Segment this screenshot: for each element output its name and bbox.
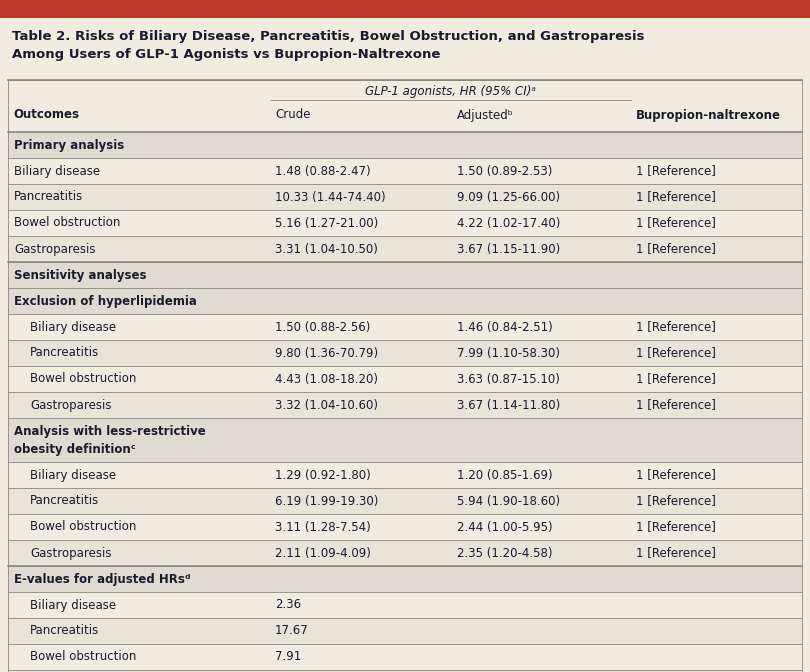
Text: E-values for adjusted HRsᵈ: E-values for adjusted HRsᵈ [14, 573, 190, 585]
Text: 17.67: 17.67 [275, 624, 309, 638]
Text: 1 [Reference]: 1 [Reference] [636, 495, 716, 507]
Text: Primary analysis: Primary analysis [14, 138, 124, 151]
Text: Pancreatitis: Pancreatitis [30, 495, 100, 507]
Text: 1 [Reference]: 1 [Reference] [636, 347, 716, 360]
Text: Bupropion-naltrexone: Bupropion-naltrexone [636, 108, 781, 122]
Text: 10.33 (1.44-74.40): 10.33 (1.44-74.40) [275, 190, 386, 204]
Text: 1 [Reference]: 1 [Reference] [636, 243, 716, 255]
Bar [8, 592, 802, 618]
Text: 1.46 (0.84-2.51): 1.46 (0.84-2.51) [457, 321, 552, 333]
Bar [8, 132, 802, 158]
Text: Biliary disease: Biliary disease [30, 468, 116, 482]
Text: Biliary disease: Biliary disease [30, 599, 116, 612]
Text: Biliary disease: Biliary disease [14, 165, 100, 177]
Text: 4.22 (1.02-17.40): 4.22 (1.02-17.40) [457, 216, 561, 230]
Bar [8, 210, 802, 236]
Text: obesity definitionᶜ: obesity definitionᶜ [14, 442, 135, 456]
Bar [8, 566, 802, 592]
Text: 1.29 (0.92-1.80): 1.29 (0.92-1.80) [275, 468, 371, 482]
Text: 3.32 (1.04-10.60): 3.32 (1.04-10.60) [275, 398, 378, 411]
Text: Pancreatitis: Pancreatitis [30, 347, 100, 360]
Text: Sensitivity analyses: Sensitivity analyses [14, 269, 147, 282]
Text: 6.19 (1.99-19.30): 6.19 (1.99-19.30) [275, 495, 378, 507]
Text: Bowel obstruction: Bowel obstruction [14, 216, 121, 230]
Text: 1 [Reference]: 1 [Reference] [636, 521, 716, 534]
Text: 1 [Reference]: 1 [Reference] [636, 398, 716, 411]
Text: 1.20 (0.85-1.69): 1.20 (0.85-1.69) [457, 468, 552, 482]
Text: Exclusion of hyperlipidemia: Exclusion of hyperlipidemia [14, 294, 197, 308]
Bar [8, 418, 802, 462]
Text: 1.50 (0.89-2.53): 1.50 (0.89-2.53) [457, 165, 552, 177]
Text: 1 [Reference]: 1 [Reference] [636, 190, 716, 204]
Bar [8, 366, 802, 392]
Bar [8, 184, 802, 210]
Text: 2.35 (1.20-4.58): 2.35 (1.20-4.58) [457, 546, 552, 560]
Text: Analysis with less-restrictive: Analysis with less-restrictive [14, 425, 206, 437]
Text: 5.16 (1.27-21.00): 5.16 (1.27-21.00) [275, 216, 378, 230]
Text: 4.43 (1.08-18.20): 4.43 (1.08-18.20) [275, 372, 378, 386]
Bar [8, 462, 802, 488]
Bar [8, 158, 802, 184]
Text: 3.67 (1.15-11.90): 3.67 (1.15-11.90) [457, 243, 561, 255]
Text: 3.11 (1.28-7.54): 3.11 (1.28-7.54) [275, 521, 371, 534]
Bar [8, 314, 802, 340]
Bar [8, 540, 802, 566]
Text: Table 2. Risks of Biliary Disease, Pancreatitis, Bowel Obstruction, and Gastropa: Table 2. Risks of Biliary Disease, Pancr… [12, 30, 645, 43]
Bar [8, 392, 802, 418]
Bar [8, 340, 802, 366]
Text: 1 [Reference]: 1 [Reference] [636, 216, 716, 230]
Text: 1 [Reference]: 1 [Reference] [636, 321, 716, 333]
Text: 2.44 (1.00-5.95): 2.44 (1.00-5.95) [457, 521, 552, 534]
Text: Bowel obstruction: Bowel obstruction [30, 650, 136, 663]
Text: 1 [Reference]: 1 [Reference] [636, 546, 716, 560]
Text: Gastroparesis: Gastroparesis [30, 546, 112, 560]
Text: Outcomes: Outcomes [13, 108, 79, 122]
Text: 3.31 (1.04-10.50): 3.31 (1.04-10.50) [275, 243, 378, 255]
Text: 3.67 (1.14-11.80): 3.67 (1.14-11.80) [457, 398, 561, 411]
Bar [8, 514, 802, 540]
Text: 7.99 (1.10-58.30): 7.99 (1.10-58.30) [457, 347, 560, 360]
Text: Gastroparesis: Gastroparesis [14, 243, 96, 255]
Bar [8, 236, 802, 262]
Bar [0, 0, 810, 18]
Text: 5.94 (1.90-18.60): 5.94 (1.90-18.60) [457, 495, 561, 507]
Text: 1.48 (0.88-2.47): 1.48 (0.88-2.47) [275, 165, 371, 177]
Text: Crude: Crude [275, 108, 310, 122]
Text: 9.09 (1.25-66.00): 9.09 (1.25-66.00) [457, 190, 561, 204]
Text: Bowel obstruction: Bowel obstruction [30, 372, 136, 386]
Text: 3.63 (0.87-15.10): 3.63 (0.87-15.10) [457, 372, 560, 386]
Bar [8, 644, 802, 670]
Bar [8, 262, 802, 288]
Bar [8, 80, 802, 132]
Text: 9.80 (1.36-70.79): 9.80 (1.36-70.79) [275, 347, 378, 360]
Text: 1.50 (0.88-2.56): 1.50 (0.88-2.56) [275, 321, 370, 333]
Text: Bowel obstruction: Bowel obstruction [30, 521, 136, 534]
Text: 2.36: 2.36 [275, 599, 301, 612]
Text: 1 [Reference]: 1 [Reference] [636, 468, 716, 482]
Text: Adjustedᵇ: Adjustedᵇ [457, 108, 514, 122]
Bar [0, 18, 810, 80]
Text: 1 [Reference]: 1 [Reference] [636, 372, 716, 386]
Text: 2.11 (1.09-4.09): 2.11 (1.09-4.09) [275, 546, 371, 560]
Text: 7.91: 7.91 [275, 650, 301, 663]
Text: Among Users of GLP-1 Agonists vs Bupropion-Naltrexone: Among Users of GLP-1 Agonists vs Bupropi… [12, 48, 441, 61]
Bar [8, 670, 802, 672]
Bar [8, 618, 802, 644]
Bar [8, 488, 802, 514]
Text: 1 [Reference]: 1 [Reference] [636, 165, 716, 177]
Text: Gastroparesis: Gastroparesis [30, 398, 112, 411]
Text: Pancreatitis: Pancreatitis [14, 190, 83, 204]
Text: Pancreatitis: Pancreatitis [30, 624, 100, 638]
Text: Biliary disease: Biliary disease [30, 321, 116, 333]
Bar [8, 288, 802, 314]
Text: GLP-1 agonists, HR (95% CI)ᵃ: GLP-1 agonists, HR (95% CI)ᵃ [365, 85, 536, 97]
